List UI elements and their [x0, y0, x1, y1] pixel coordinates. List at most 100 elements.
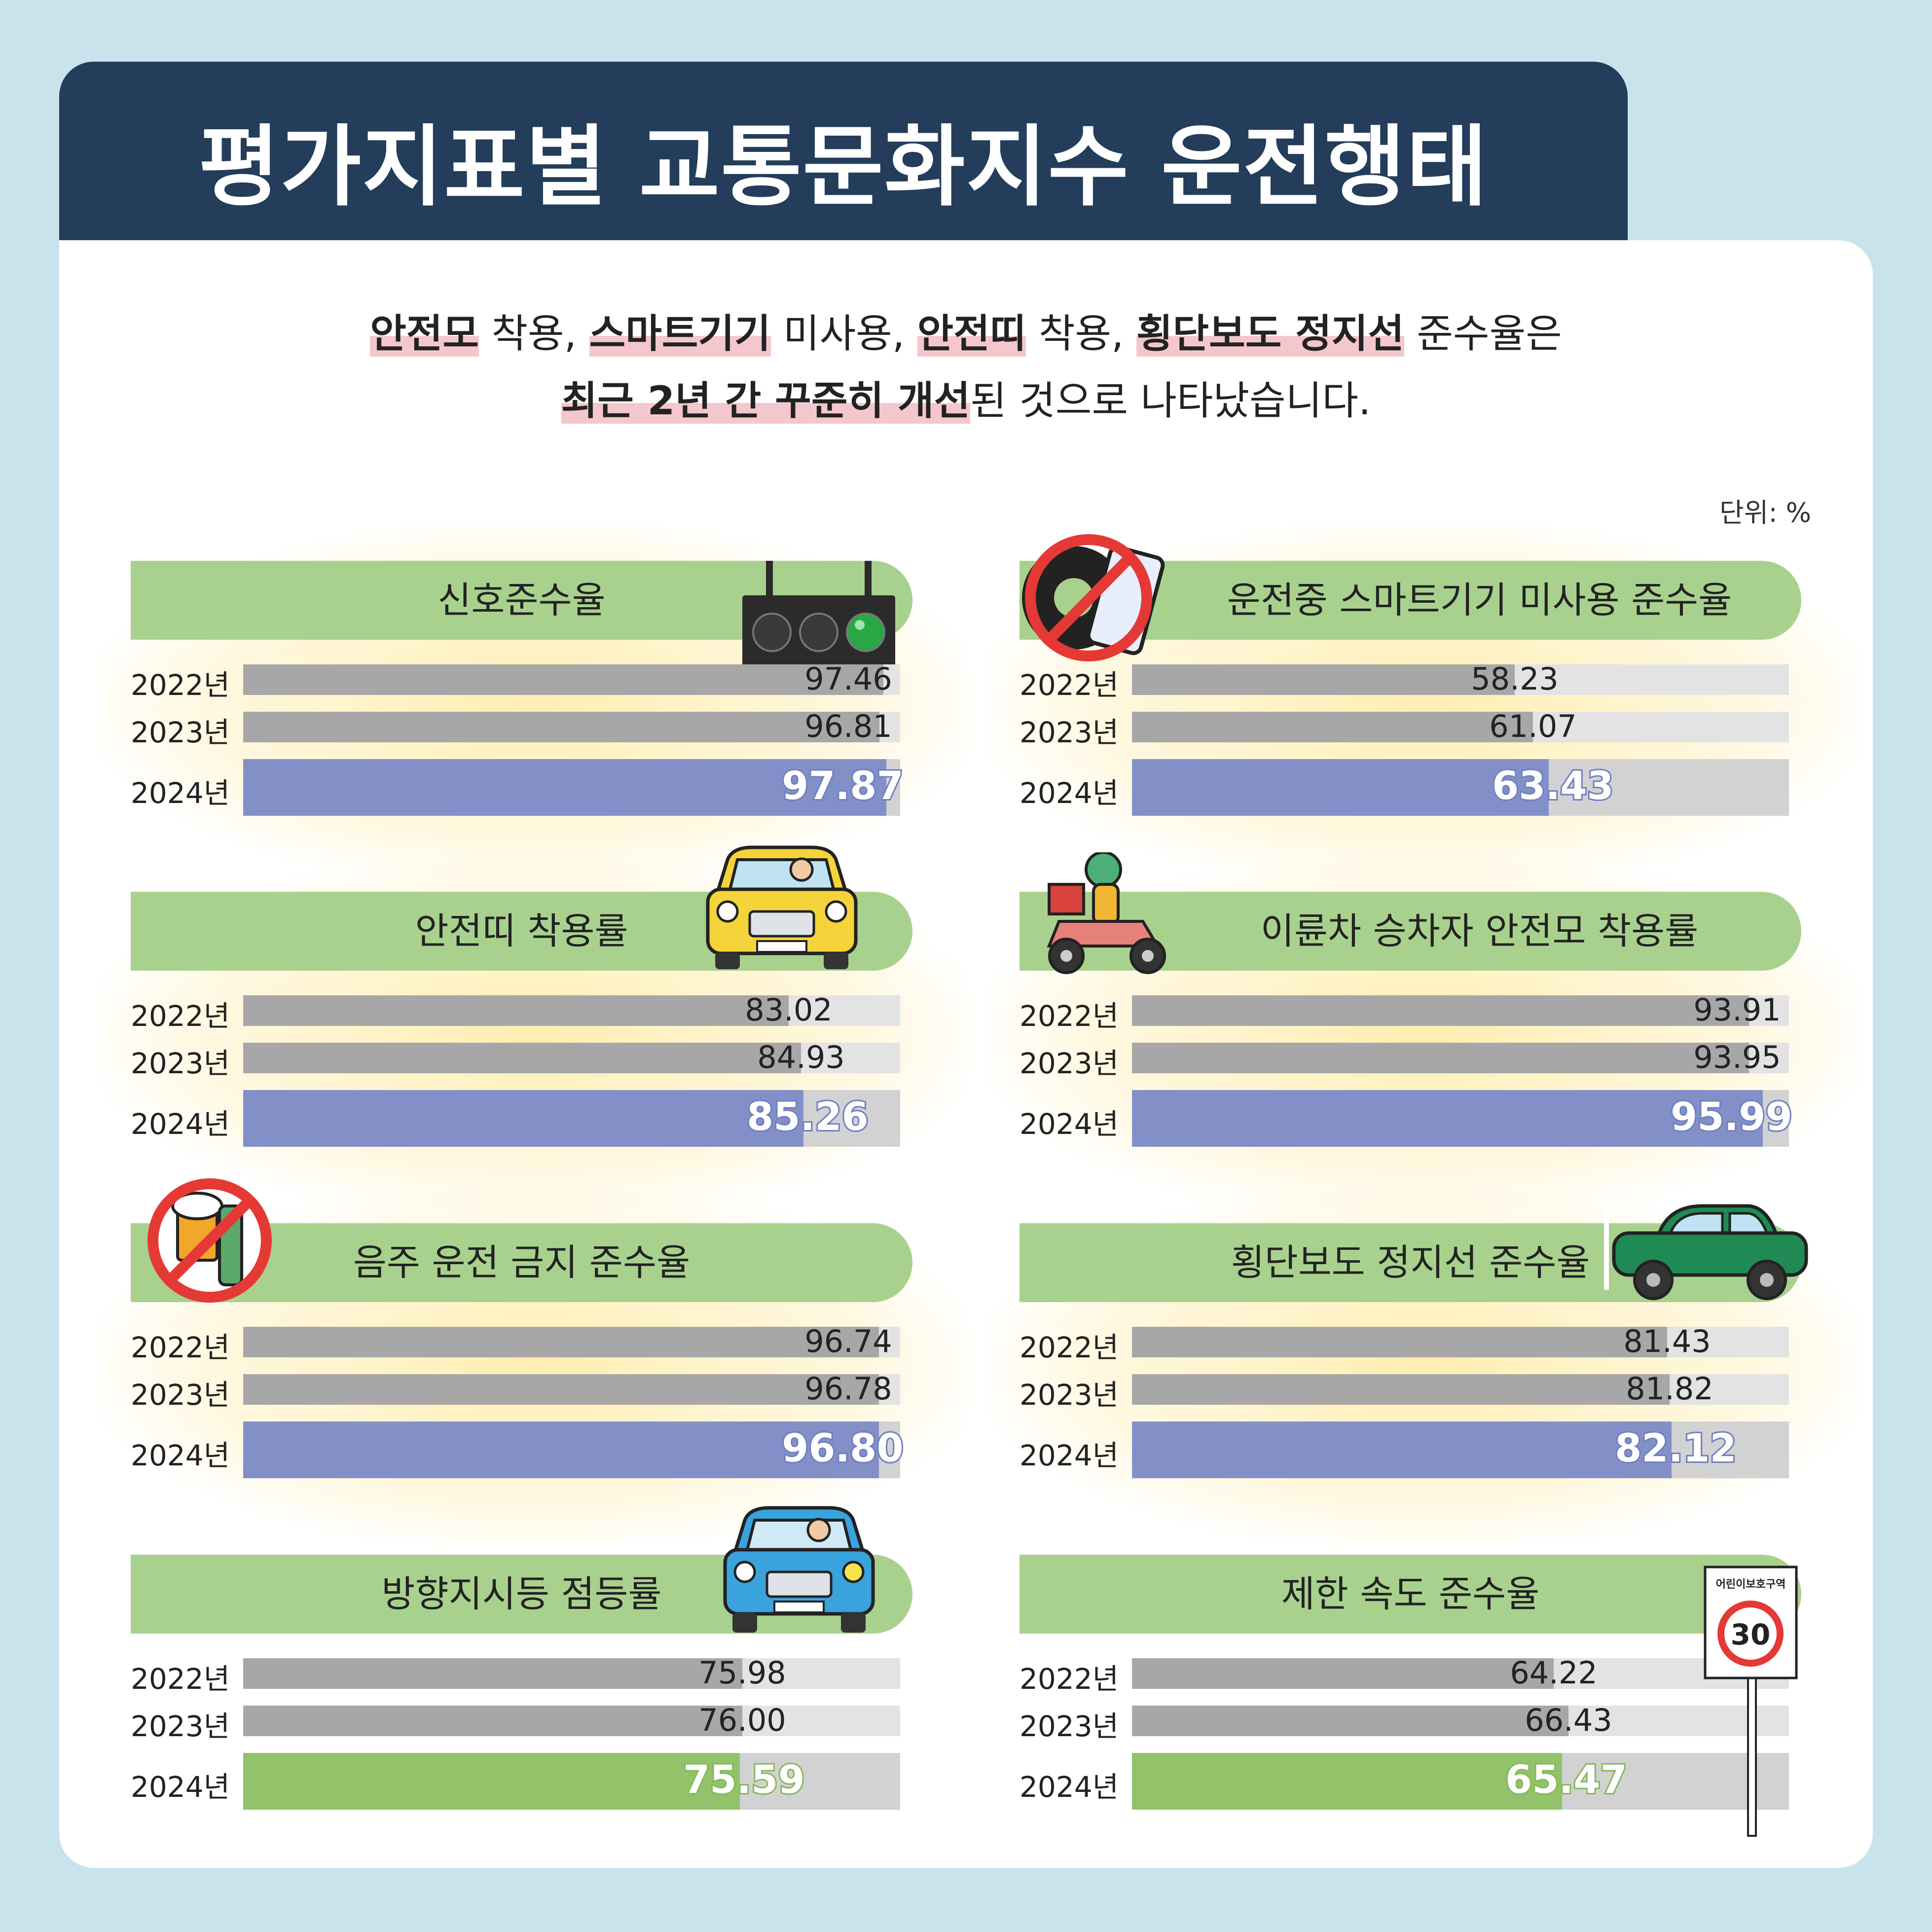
- year-label: 2023년: [1020, 1047, 1119, 1080]
- year-label: 2023년: [131, 1047, 230, 1080]
- chart-panel: 운전중 스마트기기 미사용 준수율 2022년 58.23 2023년 61.07 20…: [990, 526, 1858, 881]
- year-label: 2022년: [1020, 1662, 1119, 1696]
- highlight-text: 안전모: [370, 311, 479, 357]
- bar: [1132, 1327, 1667, 1357]
- data-label: 95.99: [1669, 1094, 1794, 1141]
- chart-title: 음주 운전 금지 준수율: [353, 1241, 691, 1284]
- page-title: 평가지표별 교통문화지수 운전행태: [198, 116, 1489, 218]
- bar: [1132, 1422, 1672, 1478]
- data-label: 66.43: [1525, 1702, 1612, 1738]
- data-label: 76.00: [698, 1702, 786, 1738]
- title-tab: 평가지표별 교통문화지수 운전행태: [59, 62, 1628, 254]
- bar: [1132, 1658, 1554, 1689]
- no-phone-driving-icon: [1020, 531, 1167, 666]
- chart-panel: 제한 속도 준수율 2022년 64.22 2023년 66.43 2024년 65.47 …: [1020, 1555, 1828, 1837]
- bar-track: [243, 1327, 900, 1357]
- highlight-text: 횡단보도 정지선: [1136, 311, 1404, 357]
- bar: [243, 1090, 803, 1147]
- year-label: 2022년: [131, 1662, 230, 1696]
- chart-panel: 횡단보도 정지선 준수율 2022년 81.43 2023년 81.82 2024년 82…: [990, 1189, 1858, 1544]
- year-label: 2023년: [131, 1378, 230, 1412]
- yellow-car-icon: [703, 845, 861, 975]
- bar-track: [1132, 1753, 1789, 1810]
- data-label: 75.59: [682, 1756, 806, 1804]
- bar: [1132, 1090, 1763, 1147]
- year-label: 2022년: [131, 1331, 230, 1364]
- green-car-icon: [1604, 1201, 1811, 1307]
- intro-line-1: 안전모 착용, 스마트기기 미사용, 안전띠 착용, 횡단보도 정지선 준수율은: [0, 302, 1932, 359]
- year-label: 2024년: [1020, 1438, 1119, 1472]
- data-label: 93.95: [1693, 1039, 1781, 1075]
- bar-track: [243, 712, 900, 742]
- bar-track: [1132, 1658, 1789, 1689]
- data-label: 83.02: [745, 992, 833, 1028]
- data-label: 82.12: [1613, 1425, 1738, 1472]
- year-label: 2022년: [1020, 999, 1119, 1033]
- bar-track: [243, 1090, 900, 1147]
- bar: [1132, 1374, 1670, 1405]
- data-label: 81.43: [1623, 1323, 1711, 1359]
- sign-speed: 30: [1730, 1618, 1771, 1651]
- bar-track: [243, 1706, 900, 1736]
- unit-label: 단위: %: [1719, 497, 1811, 528]
- bar-track: [1132, 759, 1789, 816]
- chart-panel: 방향지시등 점등률 2022년 75.98 2023년 76.00 2024년 75.59: [131, 1506, 940, 1831]
- bar-track: [1132, 1090, 1789, 1147]
- bar-track: [1132, 1706, 1789, 1736]
- data-label: 84.93: [757, 1039, 845, 1075]
- year-label: 2023년: [131, 1710, 230, 1743]
- chart-title: 이륜차 승차자 안전모 착용률: [1260, 910, 1699, 952]
- bar-track: [243, 1043, 900, 1073]
- bar: [1132, 712, 1533, 742]
- traffic-light-icon: [742, 561, 895, 676]
- year-label: 2023년: [131, 716, 230, 749]
- intro-text: 미사용,: [770, 311, 917, 357]
- bar-track: [1132, 1374, 1789, 1405]
- data-label: 81.82: [1626, 1371, 1713, 1407]
- bar: [1132, 995, 1749, 1026]
- year-label: 2022년: [1020, 668, 1119, 702]
- bar: [1132, 1706, 1568, 1736]
- chart-panel: 음주 운전 금지 준수율 2022년 96.74 2023년 96.78 2024년 96…: [101, 1178, 969, 1544]
- blue-car-icon: [720, 1505, 878, 1638]
- bar: [243, 1658, 742, 1689]
- bar: [243, 759, 886, 816]
- bar-track: [1132, 712, 1789, 742]
- chart-title: 운전중 스마트기기 미사용 준수율: [1227, 579, 1732, 621]
- year-label: 2022년: [1020, 1331, 1119, 1364]
- year-label: 2023년: [1020, 716, 1119, 749]
- data-label: 65.47: [1504, 1756, 1629, 1804]
- bar-track: [243, 1374, 900, 1405]
- bar: [243, 1374, 879, 1405]
- school-zone-sign-icon: 어린이보호구역 30: [1703, 1565, 1801, 1843]
- data-label: 58.23: [1471, 661, 1559, 697]
- chart-title: 방향지시등 점등률: [381, 1573, 662, 1615]
- chart-title: 횡단보도 정지선 준수율: [1231, 1241, 1590, 1284]
- highlight-text: 안전띠: [917, 311, 1026, 357]
- bar: [243, 664, 883, 695]
- data-label: 97.87: [780, 763, 905, 810]
- year-label: 2024년: [131, 1438, 230, 1472]
- data-label: 96.78: [804, 1371, 892, 1407]
- year-label: 2022년: [131, 668, 230, 702]
- data-label: 61.07: [1489, 708, 1577, 744]
- bar: [243, 712, 879, 742]
- chart-panel: 신호준수율 2022년 97.46 2023년 96.81 2024년 97.87: [101, 526, 969, 881]
- bar-track: [243, 1658, 900, 1689]
- bar: [243, 995, 789, 1026]
- bar-track: [243, 664, 900, 695]
- bar: [243, 1706, 742, 1736]
- year-label: 2023년: [1020, 1710, 1119, 1743]
- chart-panel: 안전띠 착용률 2022년 83.02 2023년 84.93 2024년 85.26: [101, 845, 969, 1212]
- bar-track: [243, 759, 900, 816]
- year-label: 2024년: [1020, 1770, 1119, 1804]
- highlight-text: 스마트기기: [589, 311, 771, 357]
- bar-track: [1132, 995, 1789, 1026]
- year-label: 2024년: [131, 1107, 230, 1141]
- intro-text: 착용,: [479, 311, 589, 357]
- bar: [1132, 664, 1515, 695]
- bar-track: [243, 1422, 900, 1478]
- year-label: 2024년: [1020, 776, 1119, 810]
- intro-line-2: 최근 2년 간 꾸준히 개선된 것으로 나타났습니다.: [0, 369, 1932, 426]
- bar-track: [1132, 1422, 1789, 1478]
